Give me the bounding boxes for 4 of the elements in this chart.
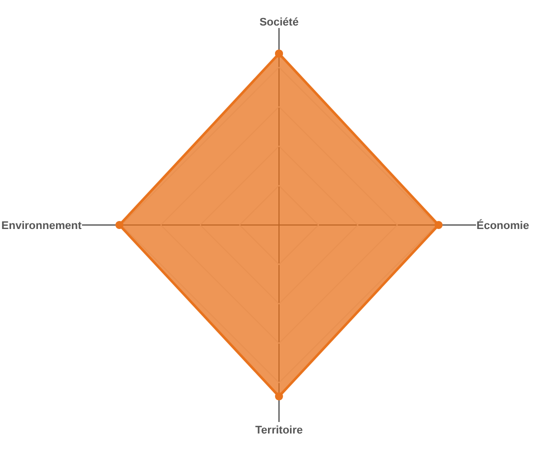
spoke-label: Société (259, 16, 299, 28)
spoke-label: Environnement (1, 220, 82, 232)
spoke-label: Économie (476, 218, 530, 232)
spoke-label: Territoire (255, 424, 303, 436)
